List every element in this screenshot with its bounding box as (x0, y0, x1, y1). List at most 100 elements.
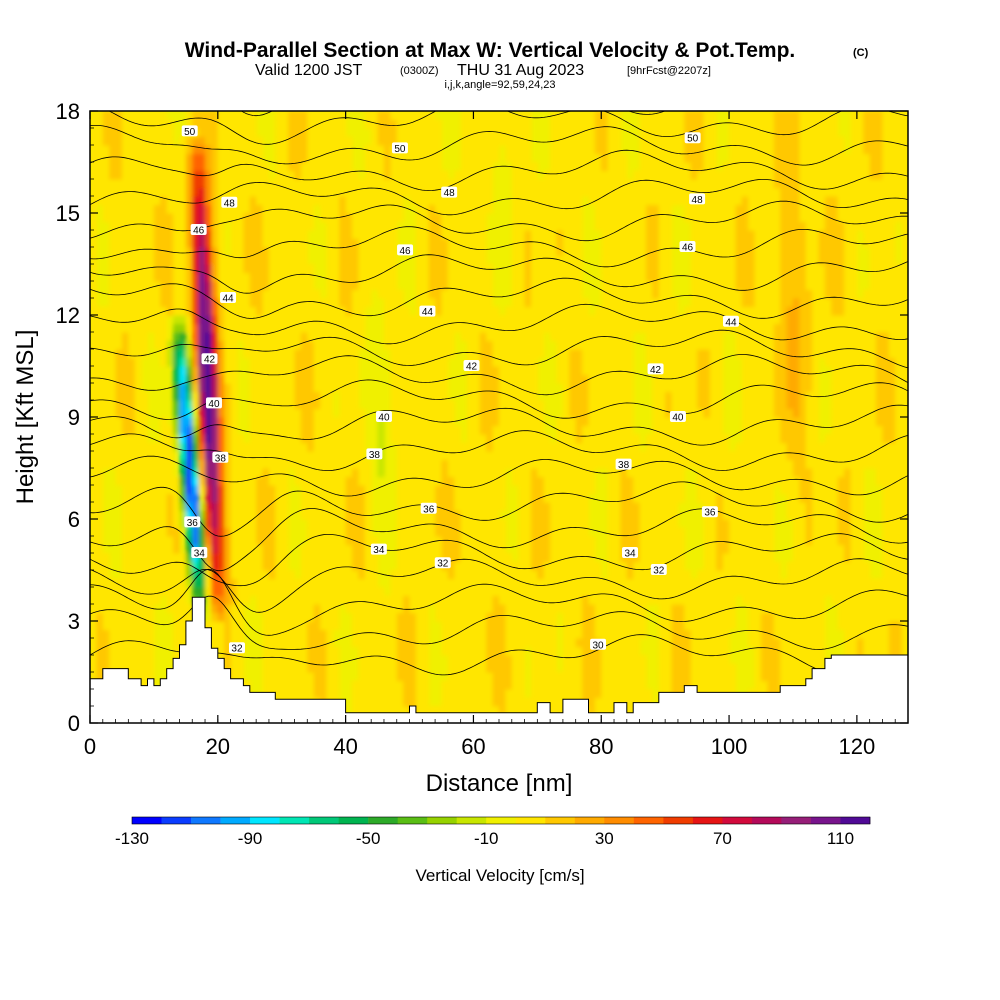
velocity-cell (454, 281, 462, 291)
velocity-cell (300, 587, 308, 597)
velocity-cell (575, 213, 583, 223)
velocity-cell (262, 213, 270, 223)
velocity-cell (358, 570, 366, 580)
velocity-cell (339, 162, 347, 172)
velocity-cell (428, 383, 436, 393)
velocity-cell (479, 553, 487, 563)
velocity-cell (320, 340, 328, 350)
velocity-cell (262, 179, 270, 189)
velocity-cell (281, 476, 289, 486)
velocity-cell (198, 170, 206, 180)
velocity-cell (185, 383, 193, 393)
velocity-cell (307, 357, 315, 367)
velocity-cell (134, 153, 142, 163)
velocity-cell (428, 536, 436, 546)
velocity-cell (358, 612, 366, 622)
velocity-cell (332, 374, 340, 384)
velocity-cell (524, 136, 532, 146)
velocity-cell (262, 408, 270, 418)
velocity-cell (96, 315, 104, 325)
velocity-cell (230, 383, 238, 393)
velocity-cell (550, 170, 558, 180)
velocity-cell (562, 213, 570, 223)
velocity-cell (185, 281, 193, 291)
velocity-cell (511, 459, 519, 469)
velocity-cell (428, 417, 436, 427)
velocity-cell (256, 264, 264, 274)
velocity-cell (486, 595, 494, 605)
velocity-cell (211, 272, 219, 282)
velocity-cell (435, 442, 443, 452)
velocity-cell (384, 162, 391, 172)
velocity-cell (211, 289, 219, 299)
velocity-cell (447, 255, 455, 265)
velocity-cell (153, 510, 161, 520)
velocity-cell (409, 332, 417, 342)
velocity-cell (447, 323, 455, 333)
velocity-cell (575, 289, 583, 299)
velocity-cell (569, 332, 577, 342)
velocity-cell (473, 323, 481, 333)
velocity-cell (358, 629, 366, 639)
velocity-cell (173, 230, 181, 240)
velocity-cell (243, 204, 251, 214)
velocity-cell (390, 204, 398, 214)
velocity-cell (294, 170, 302, 180)
velocity-cell (185, 340, 193, 350)
velocity-cell (492, 400, 500, 410)
velocity-cell (166, 162, 174, 172)
velocity-cell (550, 315, 558, 325)
velocity-cell (262, 289, 270, 299)
velocity-cell (134, 357, 142, 367)
velocity-cell (230, 340, 238, 350)
velocity-cell (441, 213, 449, 223)
velocity-cell (569, 459, 577, 469)
velocity-cell (249, 332, 257, 342)
velocity-cell (524, 247, 532, 257)
velocity-cell (352, 604, 359, 614)
velocity-cell (147, 196, 155, 206)
velocity-cell (332, 221, 340, 231)
velocity-cell (454, 663, 462, 673)
velocity-cell (300, 306, 308, 316)
velocity-cell (249, 213, 257, 223)
velocity-cell (205, 544, 212, 554)
velocity-cell (390, 629, 398, 639)
velocity-cell (543, 170, 551, 180)
velocity-cell (141, 400, 149, 410)
velocity-cell (371, 680, 379, 690)
velocity-cell (492, 544, 500, 554)
velocity-cell (511, 204, 519, 214)
velocity-cell (141, 323, 149, 333)
velocity-cell (281, 400, 289, 410)
velocity-cell (294, 672, 302, 682)
velocity-cell (160, 213, 168, 223)
velocity-cell (460, 238, 468, 248)
velocity-cell (179, 553, 187, 563)
velocity-cell (358, 587, 366, 597)
velocity-cell (205, 204, 212, 214)
velocity-cell (384, 323, 391, 333)
velocity-cell (364, 272, 372, 282)
velocity-cell (518, 281, 526, 291)
velocity-cell (543, 238, 551, 248)
velocity-cell (460, 655, 468, 665)
velocity-cell (556, 510, 564, 520)
velocity-cell (243, 153, 251, 163)
velocity-cell (479, 374, 487, 384)
velocity-cell (562, 604, 570, 614)
velocity-cell (256, 306, 264, 316)
velocity-cell (499, 323, 506, 333)
velocity-cell (128, 357, 136, 367)
velocity-cell (390, 689, 398, 699)
velocity-cell (435, 383, 443, 393)
velocity-cell (384, 204, 391, 214)
velocity-cell (473, 476, 481, 486)
velocity-cell (268, 629, 276, 639)
velocity-cell (582, 315, 590, 325)
velocity-cell (281, 340, 289, 350)
velocity-cell (288, 680, 296, 690)
velocity-cell (128, 162, 136, 172)
velocity-cell (531, 527, 538, 537)
velocity-cell (460, 595, 468, 605)
